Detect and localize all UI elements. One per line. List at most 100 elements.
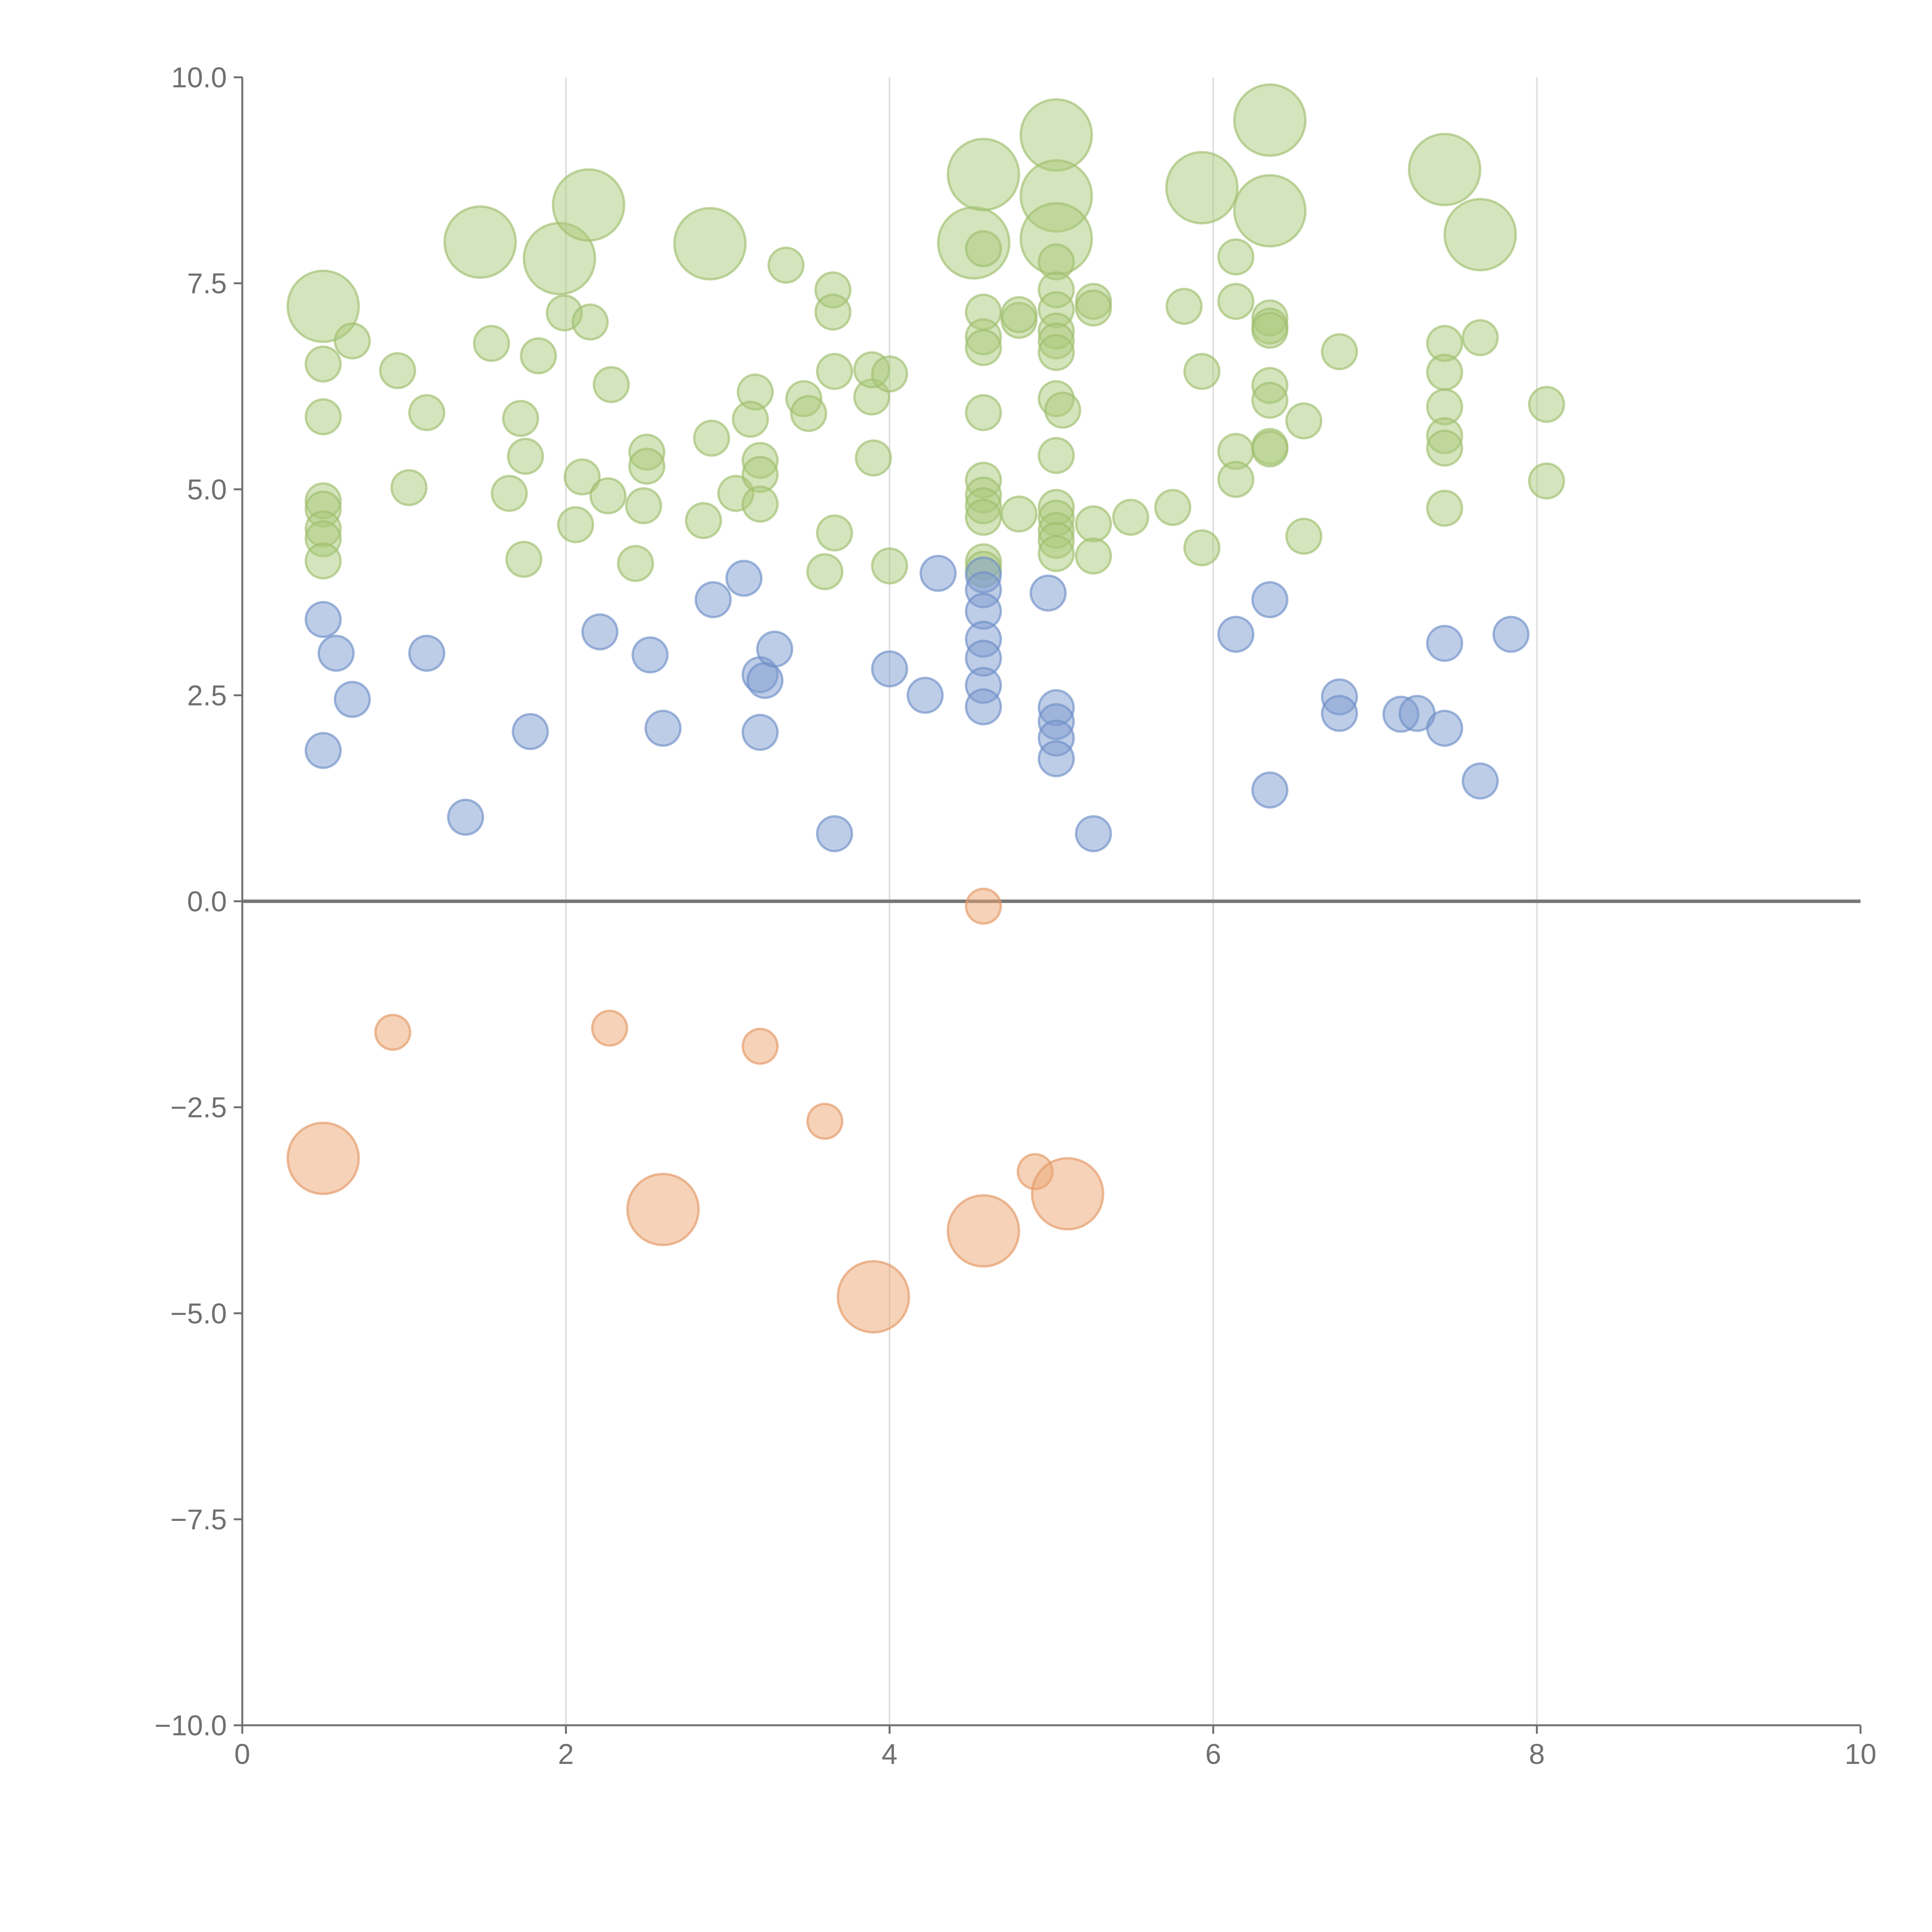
green-bubble-point (1426, 354, 1463, 391)
green-bubble-point (520, 337, 557, 374)
y-tick-label: 2.5 (187, 679, 227, 711)
orange-bubble-point (374, 1014, 412, 1051)
green-bubble-point (304, 398, 342, 435)
green-bubble-point (552, 168, 626, 242)
green-bubble-point (1183, 529, 1221, 566)
blue-bubble-point (756, 631, 793, 668)
green-bubble-point (507, 437, 544, 475)
green-bubble-point (304, 542, 342, 580)
blue-bubble-point (725, 560, 763, 597)
green-bubble-point (333, 322, 371, 360)
green-bubble-point (563, 458, 601, 496)
blue-bubble-point (746, 662, 784, 699)
green-bubble-point (1154, 489, 1192, 526)
green-bubble-point (673, 207, 747, 281)
blue-bubble-point (1492, 616, 1530, 653)
blue-bubble-point (919, 554, 957, 592)
green-bubble-point (1251, 311, 1289, 349)
green-bubble-point (816, 514, 853, 552)
orange-bubble-point (286, 1121, 360, 1195)
y-tick-label: −2.5 (170, 1092, 227, 1124)
y-tick-label: −10.0 (155, 1709, 227, 1742)
green-bubble-point (1000, 495, 1038, 533)
x-tick-label: 8 (1529, 1738, 1545, 1770)
green-bubble-point (443, 205, 517, 279)
green-bubble-point (1044, 391, 1082, 429)
green-bubble-point (1165, 287, 1203, 325)
axis-layer (234, 76, 1862, 1734)
green-bubble-point (806, 553, 844, 590)
green-bubble-point (1165, 151, 1239, 224)
y-tick-label: 7.5 (187, 267, 227, 299)
y-tick-label: −5.0 (170, 1298, 227, 1330)
green-bubble-point (1321, 333, 1358, 371)
y-tick-label: 10.0 (171, 61, 227, 94)
blue-bubble-point (581, 613, 619, 651)
green-bubble-point (557, 506, 594, 543)
blue-bubble-point (644, 709, 682, 747)
green-bubble-point (1233, 83, 1307, 157)
green-bubble-point (1037, 437, 1075, 474)
blue-bubble-point (304, 601, 342, 638)
green-bubble-point (816, 353, 853, 390)
green-bubble-point (1426, 490, 1463, 527)
orange-bubble-point (1031, 1157, 1104, 1231)
orange-bubble-point (965, 888, 1002, 925)
blue-bubble-point (1029, 574, 1067, 612)
blue-bubble-point (1217, 616, 1255, 653)
green-bubble-point (592, 366, 630, 403)
green-bubble-point (1217, 283, 1255, 320)
blue-bubble-point (333, 681, 371, 718)
blue-bubble-point (1251, 771, 1289, 809)
green-bubble-point (1183, 353, 1221, 390)
green-bubble-point (1233, 174, 1307, 248)
blue-bubble-point (965, 688, 1002, 726)
green-bubble-point (1528, 386, 1565, 423)
green-bubble-point (693, 420, 730, 457)
green-bubble-point (814, 293, 852, 331)
blue-bubble-point (742, 714, 779, 751)
green-bubble-point (1037, 334, 1075, 371)
green-bubble-point (625, 487, 662, 524)
blue-bubble-point (1075, 815, 1112, 852)
x-tick-label: 2 (558, 1738, 574, 1770)
orange-bubble-point (591, 1009, 628, 1047)
orange-bubble-point (626, 1173, 700, 1247)
orange-bubble-point (837, 1260, 910, 1334)
y-tick-label: −7.5 (170, 1503, 227, 1536)
green-bubble-point (685, 502, 722, 539)
blue-bubble-point (317, 634, 355, 672)
green-bubble-point (1251, 430, 1289, 468)
green-bubble-point (1217, 461, 1255, 498)
green-bubble-point (1251, 381, 1289, 419)
green-bubble-point (408, 394, 446, 431)
green-bubble-point (304, 345, 342, 383)
green-bubble-point (1000, 296, 1038, 333)
green-bubble-point (767, 247, 805, 284)
green-bubble-point (505, 541, 543, 578)
blue-bubble-point (447, 799, 484, 836)
green-bubble-point (1037, 535, 1075, 572)
green-bubble-point (571, 303, 609, 341)
green-bubble-point (379, 352, 416, 389)
green-bubble-point (855, 439, 892, 477)
y-tick-label: 5.0 (187, 473, 227, 505)
green-bubble-point (1112, 498, 1150, 536)
blue-bubble-point (1037, 740, 1075, 777)
blue-bubble-point (512, 713, 549, 750)
green-bubble-point (965, 498, 1002, 536)
blue-bubble-series (304, 554, 1530, 852)
x-tick-label: 0 (234, 1738, 250, 1770)
green-bubble-point (1075, 537, 1112, 575)
y-tick-label: 0.0 (187, 886, 227, 918)
green-bubble-point (1426, 429, 1463, 467)
green-bubble-point (947, 138, 1020, 211)
blue-bubble-point (1321, 695, 1358, 732)
orange-bubble-point (947, 1194, 1020, 1268)
blue-bubble-point (408, 634, 446, 672)
orange-bubble-series (286, 888, 1104, 1334)
green-bubble-point (965, 394, 1002, 431)
green-bubble-point (1285, 402, 1323, 440)
blue-bubble-point (1426, 625, 1463, 662)
